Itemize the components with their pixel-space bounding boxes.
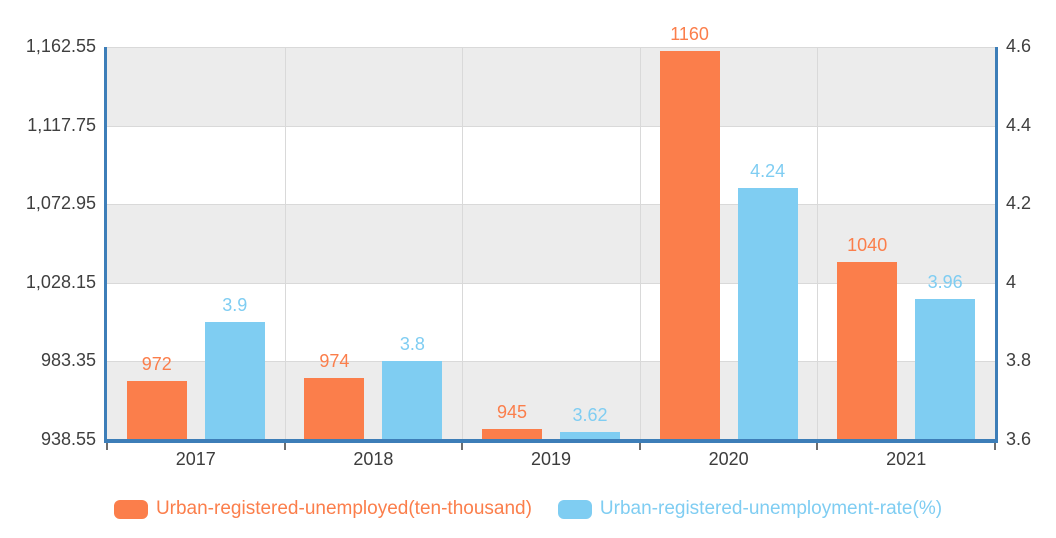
x-axis-label-2017: 2017 bbox=[175, 449, 216, 469]
vertical-gridline bbox=[462, 47, 464, 440]
right-axis-tick-label: 4.2 bbox=[1006, 193, 1032, 214]
x-axis-label-2018: 2018 bbox=[353, 449, 394, 469]
bar-rate-2019[interactable] bbox=[560, 432, 620, 440]
bar-unemployed-2018[interactable] bbox=[304, 377, 365, 440]
vertical-gridline bbox=[817, 47, 819, 440]
left-axis-tick-label: 983.35 bbox=[40, 350, 96, 371]
bar-value-label: 972 bbox=[141, 354, 172, 375]
x-axis-tick-mark bbox=[816, 443, 819, 450]
horizontal-gridline bbox=[107, 204, 995, 206]
x-axis-tick-mark bbox=[283, 443, 286, 450]
bottom-axis-line bbox=[104, 439, 998, 443]
horizontal-gridline bbox=[107, 47, 995, 48]
vertical-gridline bbox=[284, 47, 286, 440]
left-axis-tick-label: 1,028.15 bbox=[25, 271, 96, 292]
legend-item-unemployed[interactable]: Urban-registered-unemployed(ten-thousand… bbox=[113, 498, 532, 520]
right-axis-tick-label: 3.6 bbox=[1006, 429, 1032, 449]
left-axis-tick-label: 1,117.75 bbox=[27, 114, 96, 135]
bar-value-label: 1040 bbox=[847, 235, 888, 255]
x-axis-label-2019: 2019 bbox=[530, 449, 571, 469]
legend-swatch-icon bbox=[557, 499, 592, 519]
bar-rate-2021[interactable] bbox=[915, 298, 976, 440]
bar-value-label: 945 bbox=[496, 401, 528, 422]
x-axis-tick-mark bbox=[106, 443, 108, 450]
bar-value-label: 4.24 bbox=[750, 161, 786, 182]
legend-label: Urban-registered-unemployment-rate(%) bbox=[599, 498, 943, 519]
plot-band bbox=[107, 47, 995, 126]
bar-rate-2017[interactable] bbox=[204, 322, 265, 440]
bar-value-label: 3.9 bbox=[222, 295, 248, 316]
bar-unemployed-2021[interactable] bbox=[837, 262, 898, 440]
x-axis-tick-mark bbox=[994, 443, 996, 450]
horizontal-gridline bbox=[107, 282, 995, 284]
left-axis-tick-label: 1,162.55 bbox=[25, 36, 96, 56]
left-axis-tick-label: 938.55 bbox=[40, 429, 96, 449]
left-axis-line bbox=[104, 47, 107, 440]
horizontal-gridline bbox=[107, 125, 995, 127]
bar-unemployed-2019[interactable] bbox=[482, 428, 542, 440]
horizontal-gridline bbox=[107, 361, 995, 363]
bar-rate-2018[interactable] bbox=[382, 361, 443, 440]
x-axis-label-2021: 2021 bbox=[886, 449, 927, 469]
plot-area: 972 974 945 1160 1040 3.9 3.8 3.62 4.24 3.96 bbox=[107, 24, 995, 441]
legend-label: Urban-registered-unemployed(ten-thousand… bbox=[155, 498, 532, 519]
bar-unemployed-2020[interactable] bbox=[659, 51, 720, 440]
x-axis-tick-mark bbox=[638, 443, 641, 450]
bar-value-label: 3.62 bbox=[572, 405, 608, 426]
right-axis-tick-label: 4.4 bbox=[1006, 114, 1032, 135]
right-axis-tick-label: 3.8 bbox=[1006, 350, 1032, 371]
bar-value-label: 3.8 bbox=[399, 334, 425, 355]
right-axis-tick-label: 4.6 bbox=[1006, 36, 1032, 56]
x-axis-label-2020: 2020 bbox=[708, 449, 749, 469]
bar-value-label: 974 bbox=[319, 350, 350, 371]
left-axis-tick-label: 1,072.95 bbox=[25, 193, 96, 214]
legend-item-rate[interactable]: Urban-registered-unemployment-rate(%) bbox=[557, 498, 943, 520]
bar-unemployed-2017[interactable] bbox=[126, 381, 187, 440]
right-axis-line bbox=[995, 47, 998, 440]
x-axis-tick-mark bbox=[461, 443, 464, 450]
legend-swatch-icon bbox=[113, 499, 148, 519]
bar-value-label: 3.96 bbox=[927, 271, 963, 292]
bar-rate-2020[interactable] bbox=[737, 188, 798, 440]
chart-legend: Urban-registered-unemployed(ten-thousand… bbox=[0, 498, 1056, 520]
bar-value-label: 1160 bbox=[670, 24, 709, 45]
right-axis-tick-label: 4 bbox=[1006, 271, 1017, 292]
vertical-gridline bbox=[639, 47, 641, 440]
plot-band bbox=[107, 125, 995, 205]
